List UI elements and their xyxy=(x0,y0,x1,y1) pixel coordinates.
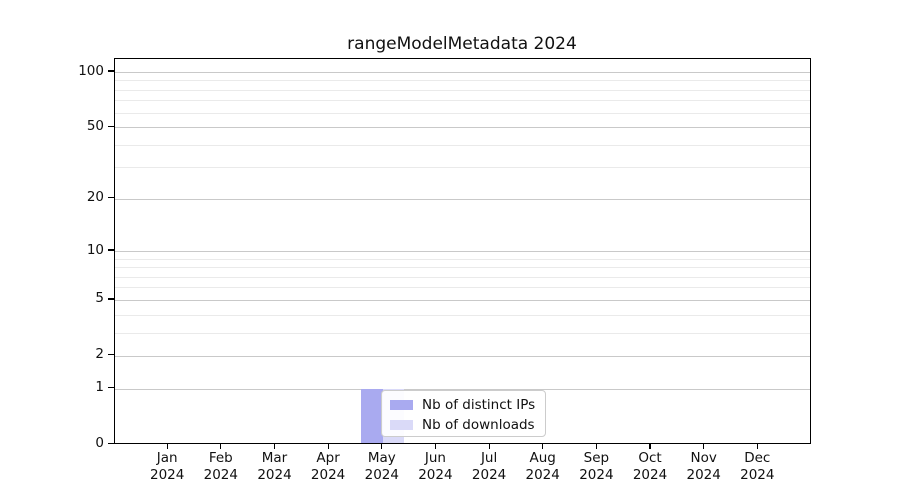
chart-title: rangeModelMetadata 2024 xyxy=(347,34,577,54)
x-tick-month: Nov xyxy=(690,449,717,466)
gridline xyxy=(114,112,810,114)
gridline xyxy=(114,299,810,301)
x-tick-mark xyxy=(273,443,276,449)
gridline xyxy=(114,167,810,169)
gridline xyxy=(114,388,810,390)
x-tick-year: 2024 xyxy=(579,466,614,483)
x-tick-mark xyxy=(542,443,544,449)
x-tick-label: Sep 2024 xyxy=(560,450,632,484)
y-tick-label: 100 xyxy=(78,62,104,79)
legend-label: Nb of downloads xyxy=(422,417,535,433)
y-tick-mark xyxy=(108,354,114,356)
x-tick-year: 2024 xyxy=(525,466,560,483)
x-tick-month: Feb xyxy=(208,449,233,466)
gridline xyxy=(114,100,810,102)
x-tick-month: May xyxy=(367,449,396,466)
x-tick-month: Apr xyxy=(316,449,340,466)
y-tick-label: 5 xyxy=(95,290,104,307)
legend-item: Nb of distinct IPs xyxy=(389,396,537,415)
x-tick-year: 2024 xyxy=(632,466,668,483)
x-tick-year: 2024 xyxy=(471,466,507,483)
legend-label: Nb of distinct IPs xyxy=(422,397,536,413)
y-tick-label: 20 xyxy=(86,189,104,206)
x-tick-mark xyxy=(327,443,329,449)
bar-nb-of-distinct-ips xyxy=(361,388,383,443)
x-tick-label: Dec 2024 xyxy=(721,450,793,484)
legend-item: Nb of downloads xyxy=(389,416,537,435)
gridline xyxy=(114,89,810,91)
x-tick-month: Dec xyxy=(744,449,771,466)
x-tick-label: Jun 2024 xyxy=(399,450,471,484)
y-tick-mark xyxy=(108,249,114,251)
gridline xyxy=(114,127,810,129)
x-tick-mark xyxy=(756,443,758,449)
y-tick-mark xyxy=(108,125,114,127)
gridline xyxy=(114,314,810,316)
x-tick-label: Aug 2024 xyxy=(507,450,579,484)
x-tick-label: Oct 2024 xyxy=(614,450,686,484)
x-tick-year: 2024 xyxy=(150,466,185,483)
x-tick-mark xyxy=(649,443,651,449)
legend-swatch-downloads xyxy=(389,419,413,431)
x-tick-month: Oct xyxy=(638,449,662,466)
gridline xyxy=(114,198,810,200)
x-tick-mark xyxy=(434,443,437,449)
x-tick-mark xyxy=(166,443,168,449)
y-tick-label: 50 xyxy=(86,117,104,134)
x-tick-year: 2024 xyxy=(418,466,453,483)
x-tick-month: Sep xyxy=(583,449,610,466)
x-tick-month: Mar xyxy=(261,449,288,466)
y-tick-mark xyxy=(108,70,114,72)
y-tick-mark xyxy=(108,298,114,300)
x-tick-month: Jan xyxy=(156,449,178,466)
x-tick-label: May 2024 xyxy=(346,450,418,484)
gridline xyxy=(114,355,810,357)
x-tick-mark xyxy=(488,443,490,449)
y-tick-mark xyxy=(108,442,114,445)
x-tick-mark xyxy=(381,443,383,449)
x-tick-mark xyxy=(595,443,598,449)
gridline xyxy=(114,258,810,260)
gridline xyxy=(114,144,810,146)
y-tick-mark xyxy=(108,387,114,389)
x-tick-month: Aug xyxy=(529,449,556,466)
legend: Nb of distinct IPs Nb of downloads xyxy=(380,389,546,437)
x-tick-year: 2024 xyxy=(257,466,292,483)
y-tick-label: 0 xyxy=(95,435,104,451)
x-tick-label: Nov 2024 xyxy=(668,450,740,484)
gridline xyxy=(114,80,810,82)
x-tick-year: 2024 xyxy=(310,466,346,483)
x-tick-label: Apr 2024 xyxy=(292,450,364,484)
y-tick-label: 10 xyxy=(86,241,104,258)
gridline xyxy=(114,72,810,73)
x-tick-month: Jul xyxy=(480,449,498,466)
gridline xyxy=(114,332,810,334)
gridline xyxy=(114,287,810,289)
gridline xyxy=(114,276,810,278)
x-tick-mark xyxy=(703,443,705,449)
x-tick-year: 2024 xyxy=(364,466,399,483)
x-tick-year: 2024 xyxy=(686,466,721,483)
x-tick-label: Feb 2024 xyxy=(185,450,257,484)
y-tick-label: 1 xyxy=(95,379,104,396)
x-tick-year: 2024 xyxy=(740,466,775,483)
legend-swatch-distinct-ips xyxy=(389,399,413,411)
y-tick-mark xyxy=(108,197,114,199)
plot-area xyxy=(113,58,811,444)
gridline xyxy=(114,251,810,252)
x-tick-year: 2024 xyxy=(203,466,238,483)
x-tick-label: Mar 2024 xyxy=(239,450,311,484)
x-tick-label: Jan 2024 xyxy=(131,450,203,484)
x-tick-mark xyxy=(220,443,222,449)
x-tick-label: Jul 2024 xyxy=(453,450,525,484)
gridline xyxy=(114,267,810,269)
y-tick-label: 2 xyxy=(95,346,104,363)
x-tick-month: Jun xyxy=(424,449,446,466)
